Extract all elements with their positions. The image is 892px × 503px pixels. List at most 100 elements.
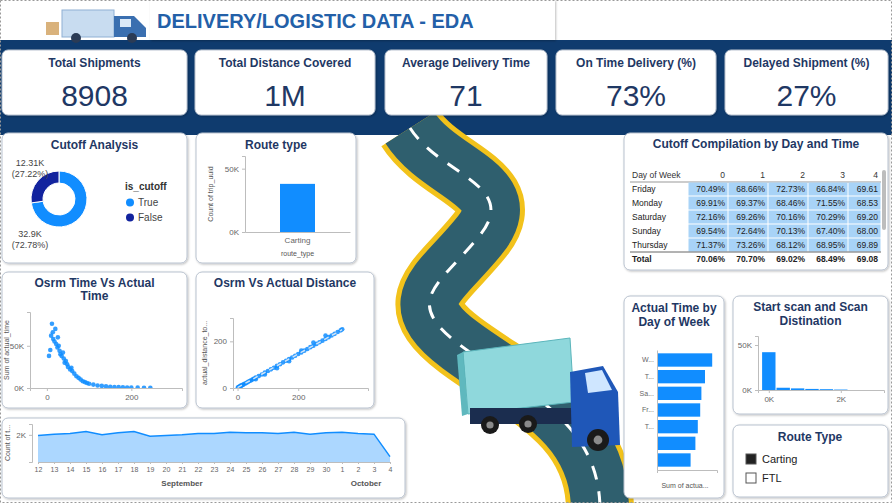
table-cell-text: 69.37% — [736, 198, 765, 208]
wheel-hub — [524, 420, 531, 427]
tick: 4 — [389, 462, 393, 473]
card — [624, 296, 724, 498]
tick: 27 — [275, 462, 283, 473]
checkbox[interactable] — [746, 473, 756, 483]
axis-line — [29, 425, 33, 463]
tick-mark — [182, 462, 183, 464]
table-cell-text: 69.89 — [857, 240, 879, 250]
data-label-line: 12.31K — [16, 158, 45, 168]
axis: 0 200 — [234, 388, 369, 402]
bar — [657, 353, 712, 366]
bar — [805, 389, 818, 390]
scrollbar[interactable] — [882, 170, 886, 230]
kpi: Delayed Shipment (%)27% — [743, 56, 869, 112]
tick: T... — [645, 373, 657, 380]
table-cell-text: 68.46% — [776, 198, 805, 208]
slicer-label[interactable]: FTL — [762, 472, 782, 484]
table-total-cell: 69.08 — [857, 254, 879, 264]
point — [61, 350, 66, 355]
tick: 0 — [236, 388, 241, 402]
point — [104, 384, 109, 388]
header-icon-trailer — [62, 10, 114, 37]
tick: 200 — [292, 388, 306, 402]
tick-mark — [246, 462, 247, 464]
tick-mark — [374, 462, 375, 464]
table-cell — [729, 239, 768, 252]
tick-label: 0K — [229, 228, 239, 237]
legend: is_cutoffTrueFalse — [125, 181, 167, 223]
tick-mark — [358, 462, 359, 464]
tick-mark — [102, 462, 103, 464]
axis-line — [759, 391, 885, 394]
tick-label: 1 — [341, 466, 345, 473]
tick-label: 200 — [292, 393, 306, 402]
tick-label: 27 — [275, 466, 283, 473]
axis: 0200 — [214, 319, 234, 394]
kpi-value: 8908 — [61, 79, 128, 112]
slicer-item[interactable]: Carting — [746, 453, 797, 465]
table-cell-text: 71.37% — [696, 240, 725, 250]
table-cell — [809, 183, 848, 196]
chart: 1213141516171819202122232425262728293012… — [4, 425, 393, 489]
tick: 22 — [195, 462, 203, 473]
axis — [658, 471, 718, 474]
table-header: 4 — [873, 170, 878, 180]
axis: Carting — [246, 232, 351, 245]
tick-mark — [54, 462, 55, 464]
table-cell — [689, 225, 728, 238]
plot-marks — [47, 322, 153, 388]
tick-label: 25 — [243, 466, 251, 473]
kpi-value: 1M — [264, 79, 306, 112]
tick-label: 50K — [738, 341, 753, 350]
tick-mark — [242, 169, 245, 170]
table-cell-text: 67.40% — [816, 226, 845, 236]
tick-label: W... — [642, 356, 654, 363]
kpi: Total Shipments8908 — [48, 56, 141, 112]
legend-label: True — [138, 197, 159, 208]
bar — [657, 420, 698, 433]
tick-label: 20 — [163, 466, 171, 473]
table-cell — [769, 183, 808, 196]
tick-label: 29 — [307, 466, 315, 473]
title: Start scan and ScanDistination — [753, 300, 868, 328]
tick-label: 19 — [147, 466, 155, 473]
axis-title: Sum of actual_time — [3, 320, 11, 380]
month-label: October — [351, 479, 382, 488]
table: Cutoff Compilation by Day and TimeDay of… — [630, 137, 886, 264]
point — [56, 335, 61, 340]
tick-mark — [29, 435, 32, 436]
title-line: Cutoff Compilation by Day and Time — [653, 137, 860, 151]
tick-mark — [27, 388, 30, 389]
table-cell-text: 68.66% — [736, 184, 765, 194]
tick: 28 — [291, 462, 299, 473]
slicer-label[interactable]: Carting — [762, 453, 797, 465]
checkbox[interactable] — [746, 454, 756, 464]
tick-label: 50K — [10, 342, 25, 351]
table-total-cell: 69.02% — [776, 254, 805, 264]
tick-label: 0K — [764, 395, 774, 404]
slicer-item[interactable]: FTL — [746, 472, 782, 484]
point — [112, 385, 117, 388]
axis-line — [234, 389, 369, 392]
tick-mark — [27, 346, 30, 347]
table-header: 3 — [840, 170, 845, 180]
title-line: Distination — [780, 314, 842, 328]
kpi: Average Delivery Time71 — [402, 56, 530, 112]
tick: 0 — [45, 388, 50, 402]
tick-mark — [390, 462, 391, 464]
tick-label: 0K — [742, 386, 752, 395]
kpi-value: 73% — [606, 79, 666, 112]
kpi-card — [725, 50, 888, 115]
plot-marks — [38, 431, 390, 462]
axis-line — [246, 232, 351, 233]
tick: 26 — [259, 462, 267, 473]
tick: 17 — [115, 462, 123, 473]
title: Cutoff Analysis — [51, 138, 139, 152]
tick-mark — [298, 388, 299, 391]
table-cell-text: 68.95% — [816, 240, 845, 250]
truck-illustration — [457, 338, 620, 451]
slicer: Route TypeCartingFTL — [746, 430, 843, 484]
tick: 12 — [35, 462, 43, 473]
tick-mark — [755, 390, 758, 391]
tick: 200 — [125, 388, 139, 402]
